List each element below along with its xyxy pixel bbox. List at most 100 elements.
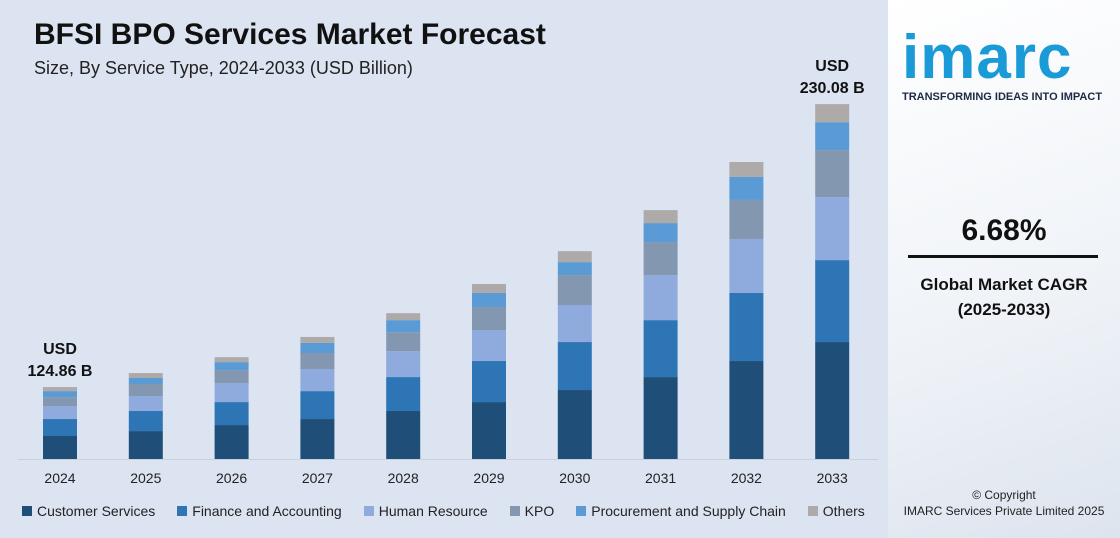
bar-segment-2030-1 xyxy=(557,342,592,391)
bar-segment-2026-1 xyxy=(214,402,249,426)
legend-item: Customer Services xyxy=(22,503,155,519)
bar-segment-2024-1 xyxy=(43,419,77,437)
chart-panel: BFSI BPO Services Market Forecast Size, … xyxy=(0,0,888,538)
legend-item: Others xyxy=(807,503,865,519)
legend-label: Human Resource xyxy=(378,503,488,519)
total-label-value: 124.86 B xyxy=(28,363,93,380)
bar-segment-2029-5 xyxy=(472,284,506,293)
cagr-value: 6.68% xyxy=(961,214,1047,247)
copyright: © Copyright IMARC Services Private Limit… xyxy=(888,487,1120,519)
bar-segment-2027-1 xyxy=(300,391,335,420)
bar-segment-2027-5 xyxy=(300,336,335,343)
bar-segment-2032-1 xyxy=(729,292,764,362)
bar-segment-2026-2 xyxy=(214,383,249,403)
bar-segment-2029-3 xyxy=(472,307,506,331)
bar-segment-2032-5 xyxy=(729,161,764,177)
x-tick-label: 2033 xyxy=(817,470,848,486)
bar-segment-2026-5 xyxy=(214,357,249,363)
bar-segment-2026-4 xyxy=(214,362,249,371)
bar-segment-2028-2 xyxy=(386,351,421,378)
bar-segment-2030-4 xyxy=(557,262,592,276)
brand-panel: imarc TRANSFORMING IDEAS INTO IMPACT 6.6… xyxy=(888,0,1120,538)
x-tick-label: 2032 xyxy=(731,470,762,486)
bar-segment-2031-5 xyxy=(643,210,678,224)
legend-label: Finance and Accounting xyxy=(192,503,342,519)
bar-segment-2024-3 xyxy=(43,397,77,407)
bar-segment-2024-2 xyxy=(43,406,77,420)
bar-segment-2026-0 xyxy=(214,425,249,459)
bar-segment-2030-3 xyxy=(557,275,592,306)
total-label-currency: USD xyxy=(43,341,77,358)
cagr-label: Global Market CAGR (2025-2033) xyxy=(888,272,1120,322)
x-tick-label: 2030 xyxy=(559,470,590,486)
imarc-logo: imarc xyxy=(902,23,1073,92)
bar-segment-2027-2 xyxy=(300,369,335,392)
legend-label: Procurement and Supply Chain xyxy=(591,503,786,519)
bar-segment-2030-2 xyxy=(557,305,592,343)
bar-segment-2030-0 xyxy=(557,390,592,459)
bar-segment-2032-3 xyxy=(729,199,764,239)
bar-segment-2031-4 xyxy=(643,223,678,243)
bar-segment-2031-2 xyxy=(643,275,678,321)
bar-segment-2024-0 xyxy=(43,436,77,459)
x-tick-label: 2029 xyxy=(473,470,504,486)
bar-segment-2025-1 xyxy=(128,411,163,432)
bar-segment-2028-3 xyxy=(386,332,421,352)
cagr-divider xyxy=(908,255,1098,258)
bar-segment-2029-1 xyxy=(472,361,506,403)
legend-item: Finance and Accounting xyxy=(177,503,342,519)
legend-item: Human Resource xyxy=(363,503,488,519)
bar-segment-2031-1 xyxy=(643,320,678,378)
bar-segment-2025-2 xyxy=(128,396,163,412)
legend-label: Others xyxy=(822,503,865,519)
bar-segment-2026-3 xyxy=(214,370,249,384)
legend: Customer Services Finance and Accounting H… xyxy=(22,503,865,519)
bar-segment-2031-3 xyxy=(643,242,678,276)
stacked-bar-chart: 2024 USD 124.86 B 2025 2026 2027 2028 2029 2030 2… xyxy=(18,58,878,486)
bar-segment-2027-3 xyxy=(300,352,335,370)
legend-swatch xyxy=(22,506,32,516)
brand-tagline: TRANSFORMING IDEAS INTO IMPACT xyxy=(902,91,1103,103)
x-tick-label: 2028 xyxy=(388,470,419,486)
legend-item: KPO xyxy=(509,503,555,519)
bar-segment-2033-2 xyxy=(815,197,850,261)
bar-segment-2033-3 xyxy=(815,150,850,198)
bar-segment-2025-0 xyxy=(128,431,163,459)
legend-label: Customer Services xyxy=(37,503,156,519)
bar-segment-2032-2 xyxy=(729,238,764,293)
bar-segment-2029-2 xyxy=(472,330,506,362)
copyright-line-1: © Copyright xyxy=(972,488,1036,502)
legend-swatch xyxy=(509,506,520,516)
chart-subtitle: Size, By Service Type, 2024-2033 (USD Bi… xyxy=(34,58,413,78)
bar-segment-2027-4 xyxy=(300,342,335,353)
bar-segment-2033-5 xyxy=(815,104,850,123)
x-tick-label: 2031 xyxy=(645,470,676,486)
bar-segment-2031-0 xyxy=(643,377,678,459)
legend-swatch xyxy=(363,506,374,516)
bar-segment-2033-0 xyxy=(815,342,850,459)
bar-segment-2025-4 xyxy=(128,377,163,385)
bar-segment-2024-4 xyxy=(43,391,77,398)
x-tick-label: 2026 xyxy=(216,470,247,486)
bar-segment-2025-5 xyxy=(128,373,163,378)
bar-segment-2028-5 xyxy=(386,313,421,321)
total-label-currency: USD xyxy=(815,58,849,75)
bar-segment-2024-5 xyxy=(43,387,77,392)
legend-item: Procurement and Supply Chain xyxy=(576,503,786,519)
bar-segment-2030-5 xyxy=(557,251,592,263)
legend-label: KPO xyxy=(524,503,555,519)
total-label-value: 230.08 B xyxy=(800,80,865,97)
bar-segment-2033-1 xyxy=(815,260,850,343)
x-tick-label: 2027 xyxy=(302,470,333,486)
bar-segment-2028-1 xyxy=(386,377,421,412)
bar-segment-2028-4 xyxy=(386,320,421,333)
bar-segment-2032-0 xyxy=(729,361,764,459)
cagr-label-2: (2025-2033) xyxy=(957,300,1051,319)
bar-segment-2029-4 xyxy=(472,292,506,308)
bar-segment-2027-0 xyxy=(300,419,335,459)
cagr-label-1: Global Market CAGR xyxy=(920,275,1088,294)
chart-title: BFSI BPO Services Market Forecast xyxy=(34,18,546,51)
legend-swatch xyxy=(807,506,818,516)
bar-segment-2028-0 xyxy=(386,411,421,459)
bar-segment-2033-4 xyxy=(815,122,850,151)
